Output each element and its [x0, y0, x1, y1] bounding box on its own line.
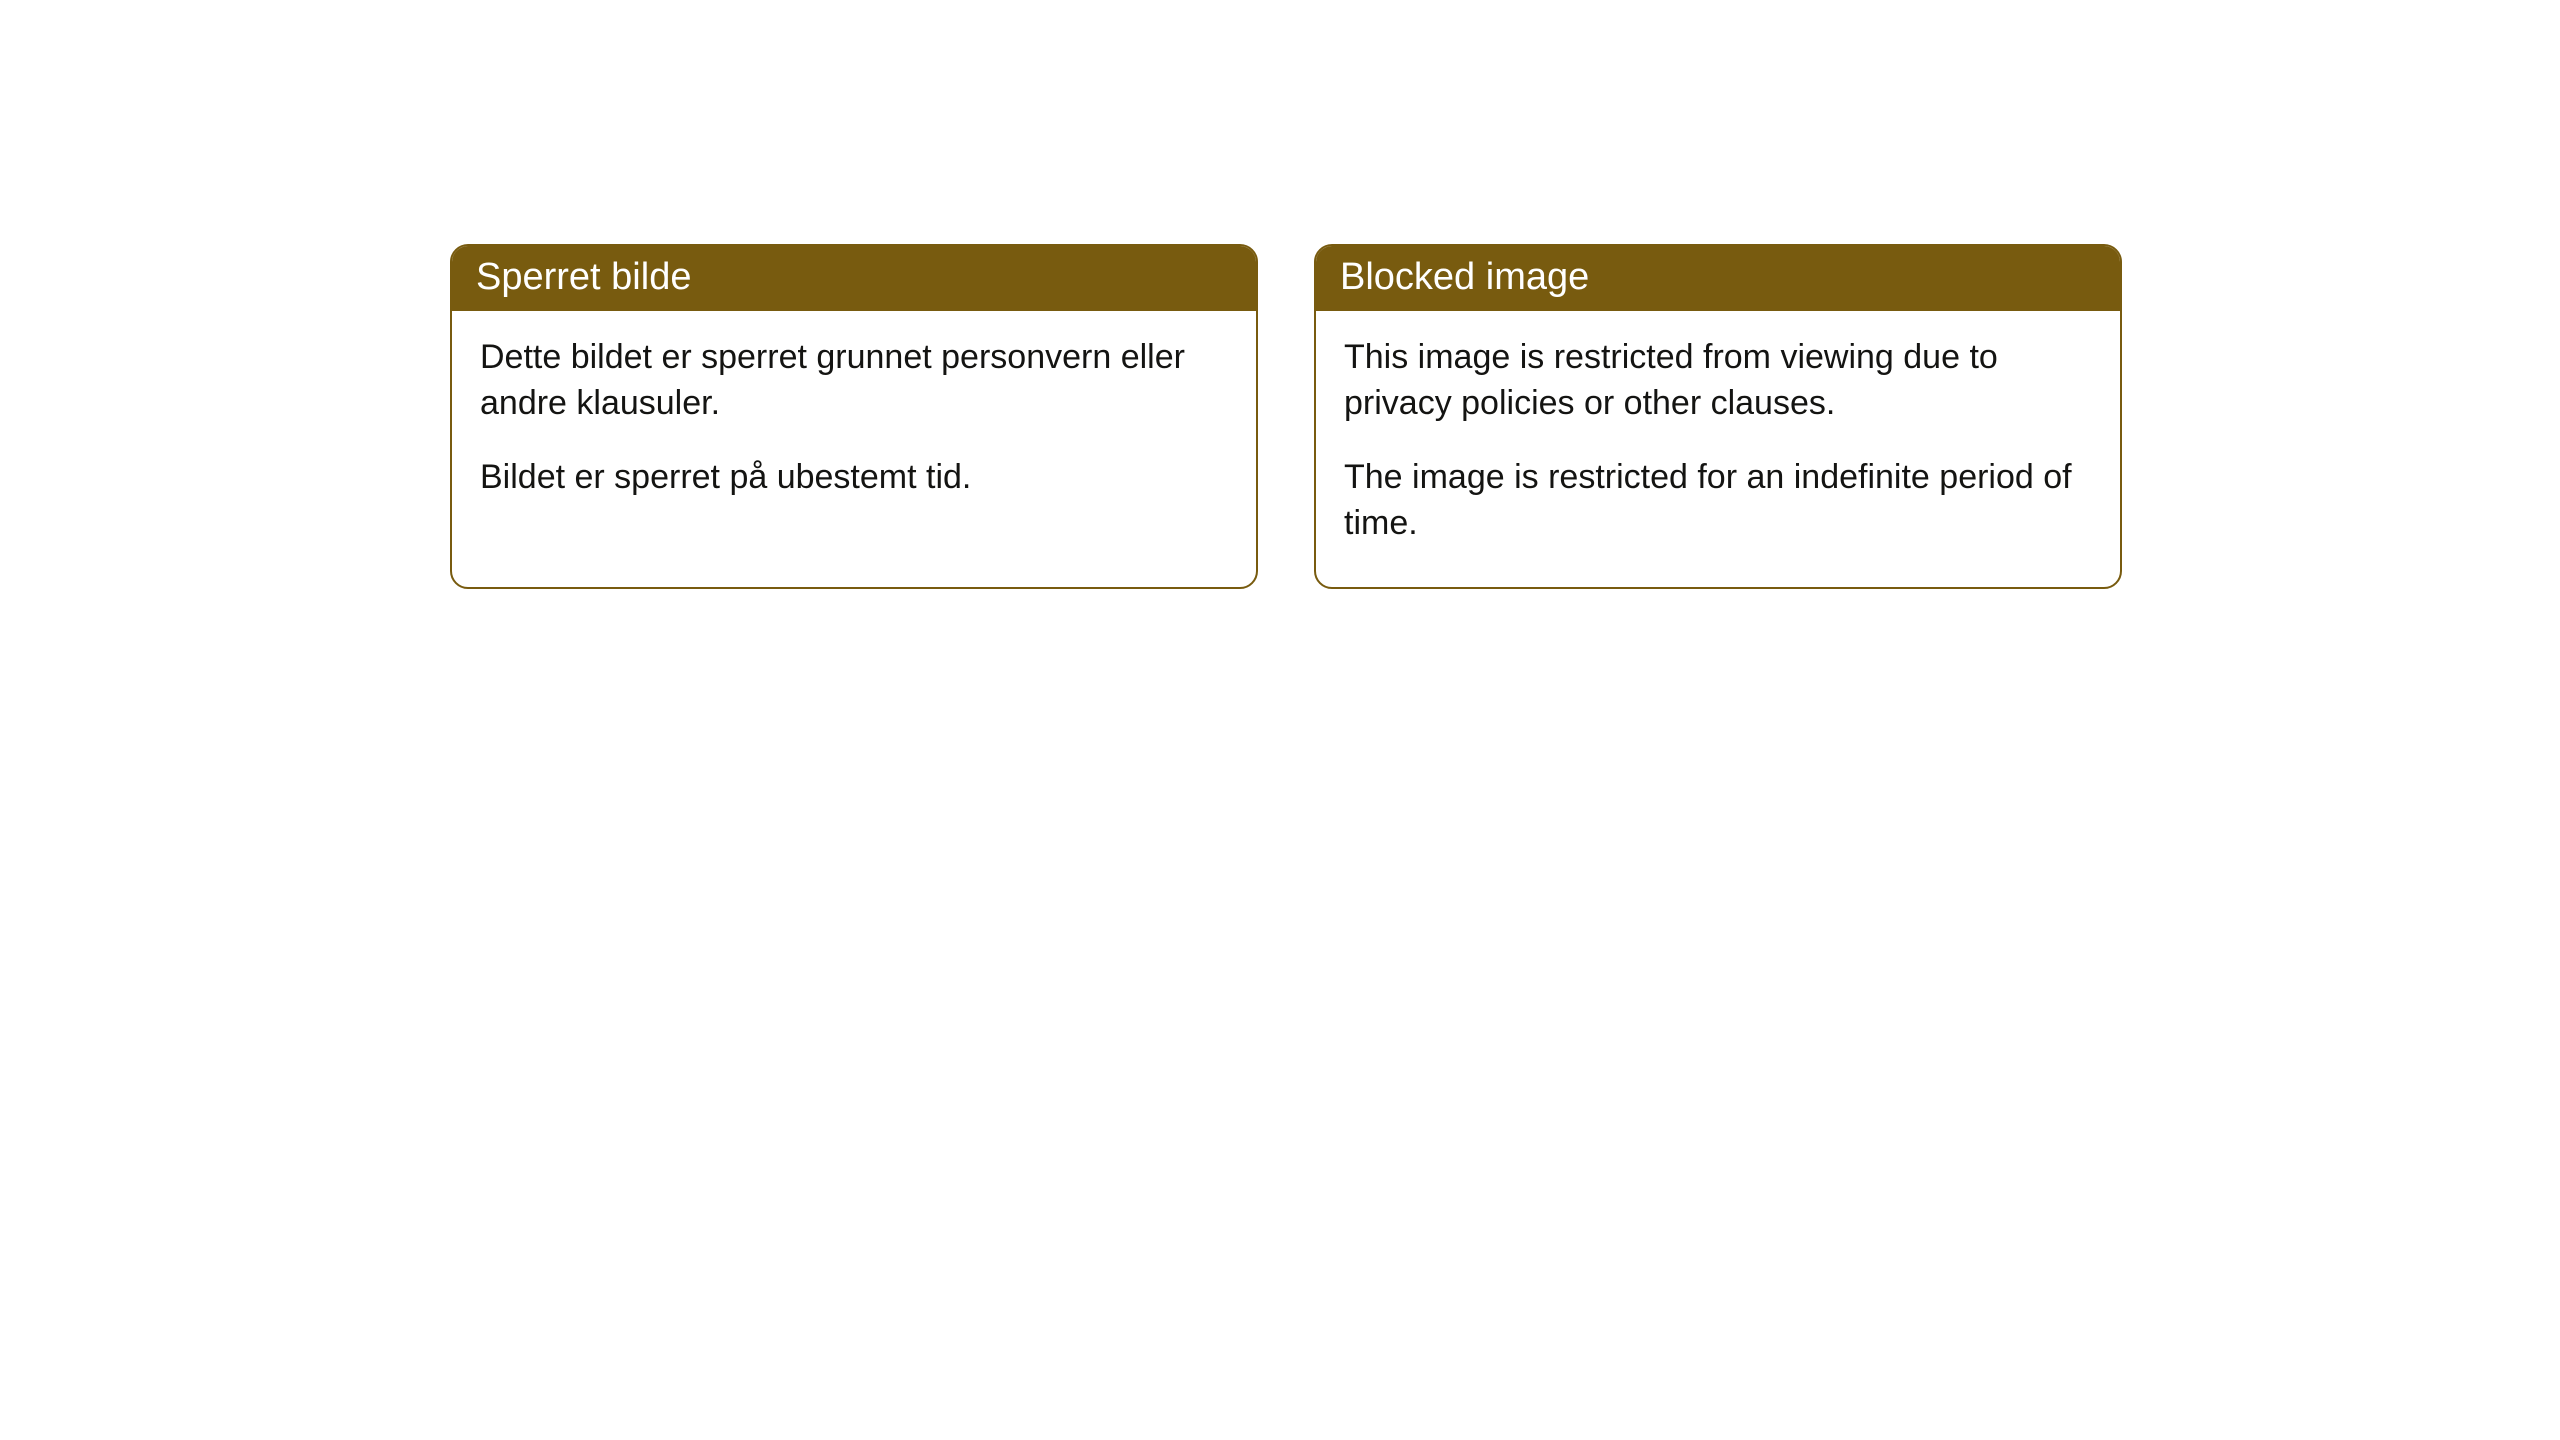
notice-body-english: This image is restricted from viewing du… — [1316, 311, 2120, 587]
notice-box-english: Blocked image This image is restricted f… — [1314, 244, 2122, 589]
notice-header-norwegian: Sperret bilde — [452, 246, 1256, 311]
notice-paragraph: The image is restricted for an indefinit… — [1344, 455, 2092, 547]
notice-paragraph: Dette bildet er sperret grunnet personve… — [480, 335, 1228, 427]
notice-paragraph: This image is restricted from viewing du… — [1344, 335, 2092, 427]
notice-container: Sperret bilde Dette bildet er sperret gr… — [450, 244, 2122, 589]
notice-header-english: Blocked image — [1316, 246, 2120, 311]
notice-body-norwegian: Dette bildet er sperret grunnet personve… — [452, 311, 1256, 541]
notice-paragraph: Bildet er sperret på ubestemt tid. — [480, 455, 1228, 501]
notice-box-norwegian: Sperret bilde Dette bildet er sperret gr… — [450, 244, 1258, 589]
